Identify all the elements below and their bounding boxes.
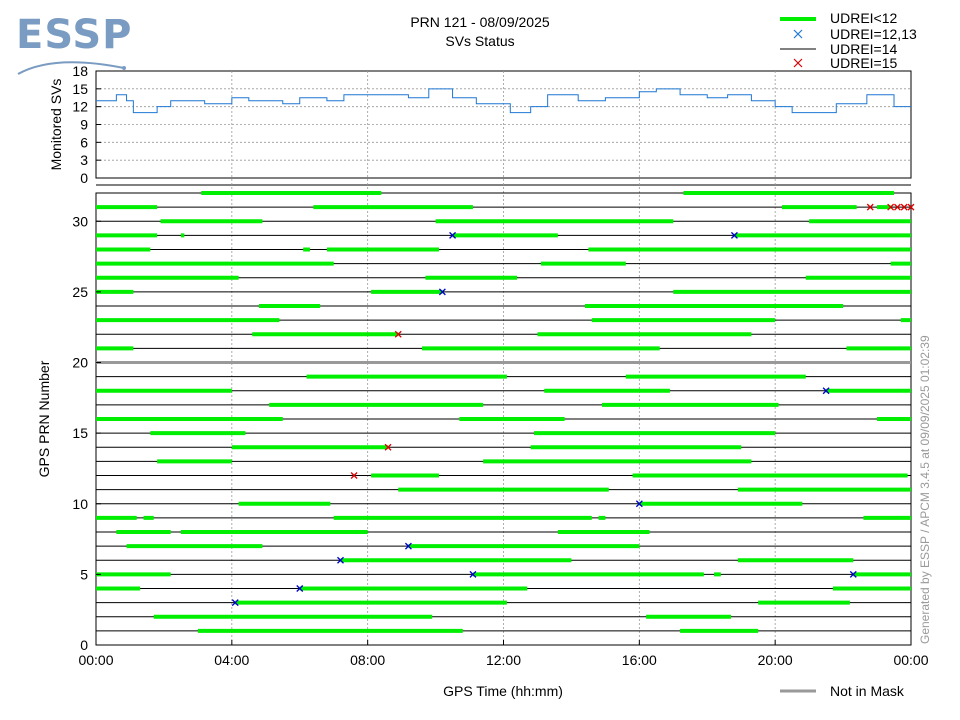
udrei-12-13-marker bbox=[296, 585, 304, 592]
legend-udrei-lt12-marker bbox=[780, 17, 816, 21]
x-tick-label: 08:00 bbox=[350, 652, 385, 668]
legend-udrei-15-label: UDREI=15 bbox=[830, 55, 898, 71]
udrei-12-13-marker bbox=[469, 570, 477, 578]
udrei-15-marker bbox=[394, 330, 402, 338]
prn-y-tick-label: 30 bbox=[72, 213, 88, 229]
monitored-y-tick-label: 3 bbox=[80, 152, 88, 168]
legend-udrei-12-13-marker bbox=[793, 29, 803, 39]
monitored-y-tick-label: 9 bbox=[80, 117, 88, 133]
udrei-12-13-marker bbox=[438, 288, 446, 296]
x-tick-label: 00:00 bbox=[78, 652, 113, 668]
prn-y-tick-label: 0 bbox=[80, 637, 88, 653]
udrei-12-13-marker bbox=[635, 500, 643, 508]
udrei-15-marker bbox=[893, 203, 901, 211]
legend-udrei-14-label: UDREI=14 bbox=[830, 41, 898, 57]
monitored-y-tick-label: 6 bbox=[80, 134, 88, 150]
monitored-svs-series-line bbox=[96, 88, 911, 114]
x-tick-label: 16:00 bbox=[622, 652, 657, 668]
prn-y-tick-label: 5 bbox=[80, 566, 88, 582]
udrei-12-13-marker bbox=[730, 231, 738, 239]
prn-y-tick-label: 20 bbox=[72, 355, 88, 371]
monitored-y-tick-label: 0 bbox=[80, 170, 88, 186]
legend-udrei-14-marker bbox=[780, 48, 816, 50]
monitored-y-tick-label: 18 bbox=[72, 63, 88, 79]
not-in-mask-legend: Not in Mask bbox=[778, 680, 958, 700]
udrei-15-marker bbox=[350, 472, 358, 479]
prn-y-tick-label: 25 bbox=[72, 284, 88, 300]
legend-udrei-15-marker bbox=[793, 58, 803, 68]
udrei-12-13-marker bbox=[849, 570, 857, 578]
chart-title-line1: PRN 121 - 08/09/2025 bbox=[410, 14, 550, 30]
monitored-y-tick-label: 15 bbox=[72, 81, 88, 97]
monitored-y-tick-label: 12 bbox=[72, 99, 88, 115]
not-in-mask-marker bbox=[780, 689, 816, 693]
x-tick-label: 00:00 bbox=[893, 652, 928, 668]
chart-title-line2: SVs Status bbox=[445, 33, 515, 49]
udrei-15-marker bbox=[384, 443, 392, 451]
generated-by-note: Generated by ESSP / APCM 3.4.5 at 09/09/… bbox=[918, 335, 932, 644]
prn-y-tick-label: 10 bbox=[72, 496, 88, 512]
udrei-12-13-marker bbox=[337, 556, 344, 564]
udrei-12-13-marker bbox=[822, 387, 830, 395]
udrei-12-13-marker bbox=[231, 599, 239, 607]
prn-y-axis-title: GPS PRN Number bbox=[36, 360, 52, 477]
x-axis-title: GPS Time (hh:mm) bbox=[443, 683, 563, 699]
x-tick-label: 04:00 bbox=[214, 652, 249, 668]
logo-text: ESSP bbox=[16, 12, 133, 58]
udrei-12-13-marker bbox=[449, 231, 457, 239]
logo-swoosh bbox=[17, 61, 126, 75]
udrei-15-marker bbox=[887, 203, 895, 211]
x-tick-label: 12:00 bbox=[486, 652, 521, 668]
not-in-mask-label: Not in Mask bbox=[830, 683, 904, 699]
legend: UDREI<12 UDREI=12,13 UDREI=14 UDREI=15 bbox=[778, 10, 958, 71]
legend-udrei-12-13-label: UDREI=12,13 bbox=[830, 26, 917, 42]
legend-udrei-lt12-label: UDREI<12 bbox=[830, 10, 898, 26]
prn-y-tick-label: 15 bbox=[72, 425, 88, 441]
monitored-y-axis-title: Monitored SVs bbox=[48, 79, 64, 171]
x-tick-label: 20:00 bbox=[758, 652, 793, 668]
udrei-15-marker bbox=[900, 203, 908, 211]
udrei-12-13-marker bbox=[404, 542, 412, 550]
logo: ESSP bbox=[14, 12, 134, 82]
udrei-15-marker bbox=[866, 203, 874, 211]
udrei-15-marker bbox=[907, 203, 915, 211]
